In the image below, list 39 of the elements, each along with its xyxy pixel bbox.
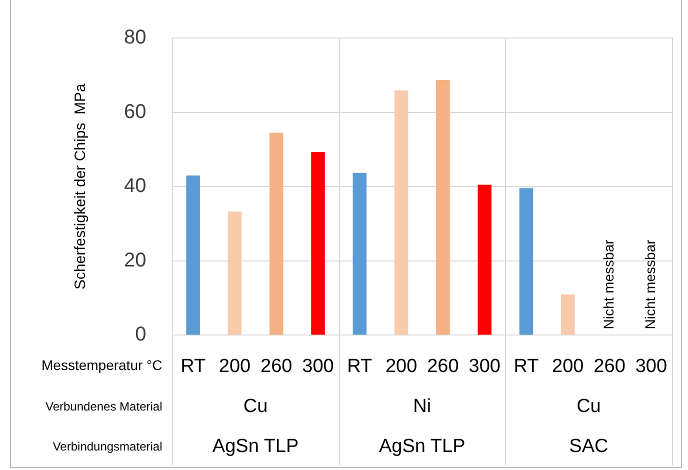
bar bbox=[519, 188, 534, 335]
text: Verbindungsmaterial bbox=[52, 439, 162, 454]
y-tick-label: 20 bbox=[124, 249, 146, 272]
text: Verbundenes Material bbox=[45, 399, 162, 414]
y-tick-label: 60 bbox=[124, 100, 146, 123]
text: AgSn TLP bbox=[212, 436, 299, 458]
x-tick-label: 300 bbox=[302, 356, 334, 377]
bar bbox=[352, 172, 367, 335]
bar bbox=[186, 175, 200, 335]
x-tick-label: RT bbox=[347, 356, 373, 377]
text: Cu bbox=[243, 396, 268, 418]
x-tick-label: 260 bbox=[427, 356, 459, 377]
text: Ni bbox=[413, 396, 432, 418]
bar bbox=[394, 90, 408, 335]
text: Cu bbox=[576, 396, 601, 418]
y-tick-label: 80 bbox=[124, 26, 146, 49]
x-tick-label: RT bbox=[514, 356, 540, 377]
bar bbox=[269, 132, 284, 335]
x-tick-label: 260 bbox=[260, 356, 292, 377]
y-tick-label: 40 bbox=[124, 175, 146, 198]
x-axis-title: Messtemperatur °C bbox=[41, 356, 162, 373]
bar bbox=[478, 184, 492, 335]
x-tick-label: 200 bbox=[385, 356, 418, 377]
annotation: Nicht messbar bbox=[642, 239, 658, 330]
y-axis-title: Scherfestigkeit der Chips MPa bbox=[72, 82, 90, 290]
x-tick-label: 300 bbox=[468, 356, 500, 377]
x-tick-label: RT bbox=[180, 356, 206, 377]
bar bbox=[311, 152, 325, 335]
bar bbox=[228, 211, 242, 335]
bar bbox=[561, 294, 575, 335]
annotation: Nicht messbar bbox=[600, 239, 616, 330]
x-tick-label: 200 bbox=[552, 356, 584, 377]
text: AgSn TLP bbox=[378, 436, 466, 458]
x-tick-label: 300 bbox=[635, 356, 668, 377]
x-tick-label: 260 bbox=[594, 356, 626, 377]
y-tick-label: 0 bbox=[135, 324, 146, 346]
bar bbox=[436, 80, 450, 335]
text: SAC bbox=[569, 436, 608, 458]
x-tick-label: 200 bbox=[218, 356, 251, 377]
